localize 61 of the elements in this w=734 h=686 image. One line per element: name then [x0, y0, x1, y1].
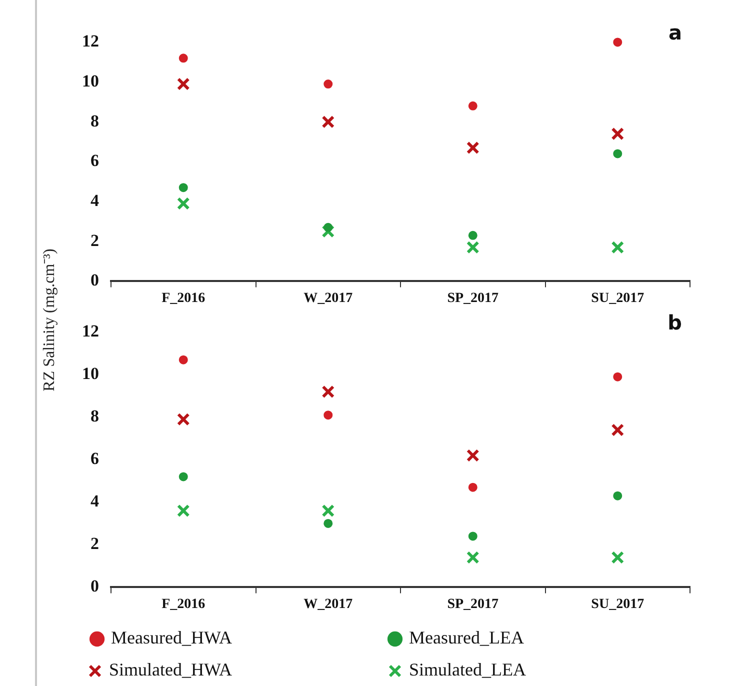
y-tick-label: 10: [82, 364, 99, 384]
x-tick-label: SP_2017: [447, 291, 499, 306]
legend-label: Simulated_HWA: [109, 660, 376, 680]
point: [324, 222, 333, 232]
point: [611, 240, 624, 254]
point: [468, 101, 478, 110]
point: [468, 230, 478, 240]
y-tick-label: 0: [90, 270, 99, 290]
point: [611, 551, 624, 564]
y-tick-label: 2: [90, 534, 99, 554]
point: [176, 78, 190, 90]
annotation: b: [668, 310, 682, 334]
x-tick-label: F_2016: [162, 291, 206, 306]
x-tick-label: W_2017: [304, 291, 353, 306]
point: [611, 424, 624, 436]
y-tick-label: 10: [82, 71, 99, 90]
point: [178, 472, 188, 482]
y-tick-label: 8: [90, 111, 99, 130]
point: [466, 141, 480, 154]
point: [466, 449, 480, 462]
point: [324, 410, 333, 420]
y-tick-label: 6: [90, 151, 99, 170]
point: [468, 482, 478, 492]
point: [466, 551, 480, 564]
point: [322, 115, 335, 128]
x-tick-label: SP_2017: [447, 597, 499, 612]
point: [178, 183, 188, 192]
point: [324, 518, 333, 528]
point: [322, 504, 335, 518]
annotation: a: [668, 20, 682, 44]
point: [176, 504, 190, 518]
point: [176, 412, 190, 426]
legend-label: Simulated_LEA: [409, 660, 670, 680]
y-tick-label: 8: [90, 406, 99, 426]
point: [613, 149, 622, 158]
point: [611, 127, 624, 140]
point: [176, 197, 190, 210]
legend-label: Measured_LEA: [409, 628, 668, 648]
x-tick-label: SU_2017: [591, 291, 644, 306]
point: [322, 224, 335, 238]
x-tick-label: W_2017: [304, 597, 353, 612]
point: [613, 38, 622, 47]
point: [178, 355, 188, 364]
x-tick-label: SU_2017: [591, 597, 644, 612]
y-tick-label: 4: [90, 190, 100, 210]
y-tick-label: 12: [82, 32, 99, 51]
y-tick-label: 12: [82, 322, 99, 341]
point: [613, 372, 622, 382]
point: [468, 532, 478, 541]
point: [466, 240, 480, 254]
y-tick-label: 0: [90, 576, 99, 596]
point: [322, 385, 335, 398]
point: [178, 54, 188, 63]
y-axis-title: RZ Salinity (mg.cm⁻³): [40, 248, 59, 392]
y-tick-label: 2: [90, 230, 99, 250]
x-tick-label: F_2016: [162, 597, 206, 612]
point: [324, 80, 333, 89]
legend-label: Measured_HWA: [111, 628, 376, 648]
y-tick-label: 4: [90, 492, 100, 511]
y-tick-label: 6: [90, 449, 99, 468]
point: [613, 491, 622, 500]
